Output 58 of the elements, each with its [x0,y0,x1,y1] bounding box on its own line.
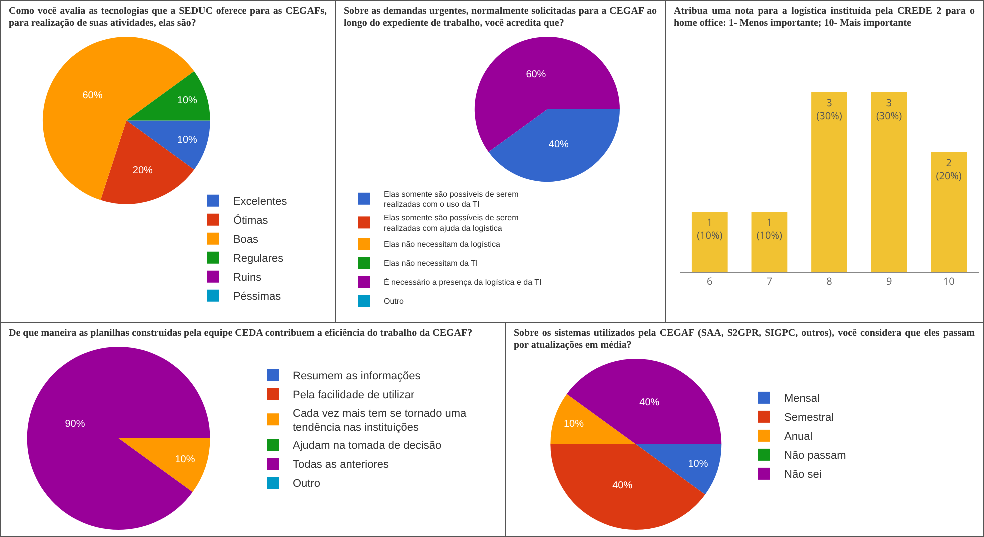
legend-label: Cada vez mais tem se tornado uma tendência nas instituições [293,408,468,434]
data-label: 20% [132,165,154,176]
legend-label: Não sei [784,469,822,482]
legend-label: Regulares [233,253,284,266]
x-tick-label: 8 [826,274,833,288]
legend-label: Anual [784,431,813,444]
data-label: 60% [82,90,103,102]
legend-label: Semestral [784,412,834,424]
chart-title: Atribua uma nota para a logística instituída pela CREDE 2 para o home office: 1- Menos importante; 10- Mais importante [674,6,975,30]
data-label: 90% [65,418,86,430]
legend-label: Excelentes [233,196,288,208]
legend-label: Não passam [784,450,846,462]
legend-label: Resumem as informações [293,370,422,383]
data-label: 3 (30%) [876,95,902,122]
data-label: 10% [688,459,708,470]
x-tick-label: 7 [766,274,773,288]
pie-slice [488,110,620,182]
legend-label: Elas não necessitam da TI [384,259,478,268]
x-tick-label: 10 [943,274,956,288]
pie-slice [474,37,620,152]
pie-slice [566,359,722,444]
legend-label: Pela facilidade de utilizar [293,390,416,402]
pie-slice [636,444,722,495]
legend-label: Outro [384,297,405,306]
data-label: 10% [177,134,198,146]
data-label: 40% [612,480,633,492]
x-tick-label: 9 [886,274,892,288]
legend-label: Elas somente são possíveis de serem realizadas com o uso da TI [384,190,520,210]
pie-slice [126,72,210,121]
x-tick-label: 6 [707,274,714,288]
chart-title: Como você avalia as tecnologias que a SEDUC oferece para as CEGAFs, para realização de suas atividades, elas são? [9,6,327,30]
legend-label: Elas não necessitam da logística [384,240,502,250]
legend-label: Elas somente são possíveis de serem realizadas com ajuda da logística [384,214,520,234]
data-label: 10% [175,454,196,466]
legend-label: Péssimas [233,291,282,304]
data-label: 10% [177,95,198,106]
legend-label: Boas [233,234,260,246]
data-label: 40% [548,139,569,150]
pie-slice [550,394,636,444]
text: Sobre as demandas urgentes, normalmente solicitadas para a CEGAF ao longo do expediente de trabalho, você acredita que? [344,6,657,30]
data-label: 1 (10%) [756,215,783,242]
pie-slice [118,438,210,492]
legend-label: Todas as anteriores [293,459,390,472]
data-label: 10% [564,418,584,430]
data-label: 60% [526,70,546,81]
legend-label: Ajudam na tomada de decisão [293,440,442,452]
legend-label: É necessário a presença da logística e da TI [384,278,542,288]
data-label: 3 (30%) [816,95,842,122]
legend-label: Ótimas [233,214,269,228]
legend-label: Mensal [784,393,820,406]
data-label: 40% [640,397,660,408]
legend-label: Ruins [233,272,262,284]
data-label: 1 (10%) [697,215,723,242]
chart-title: Sobre os sistemas utilizados pela CEGAF (SAA, S2GPR, SIGPC, outros), você considera que eles passam por atualizações em média? [514,328,975,352]
text: De que maneira as planilhas construídas pela equipe CEDA contribuem a eficiência do trabalho da CEGAF? [9,328,474,340]
legend-label: Outro [293,478,321,490]
data-label: 2 (20%) [936,155,962,182]
pie-slice [27,347,210,530]
